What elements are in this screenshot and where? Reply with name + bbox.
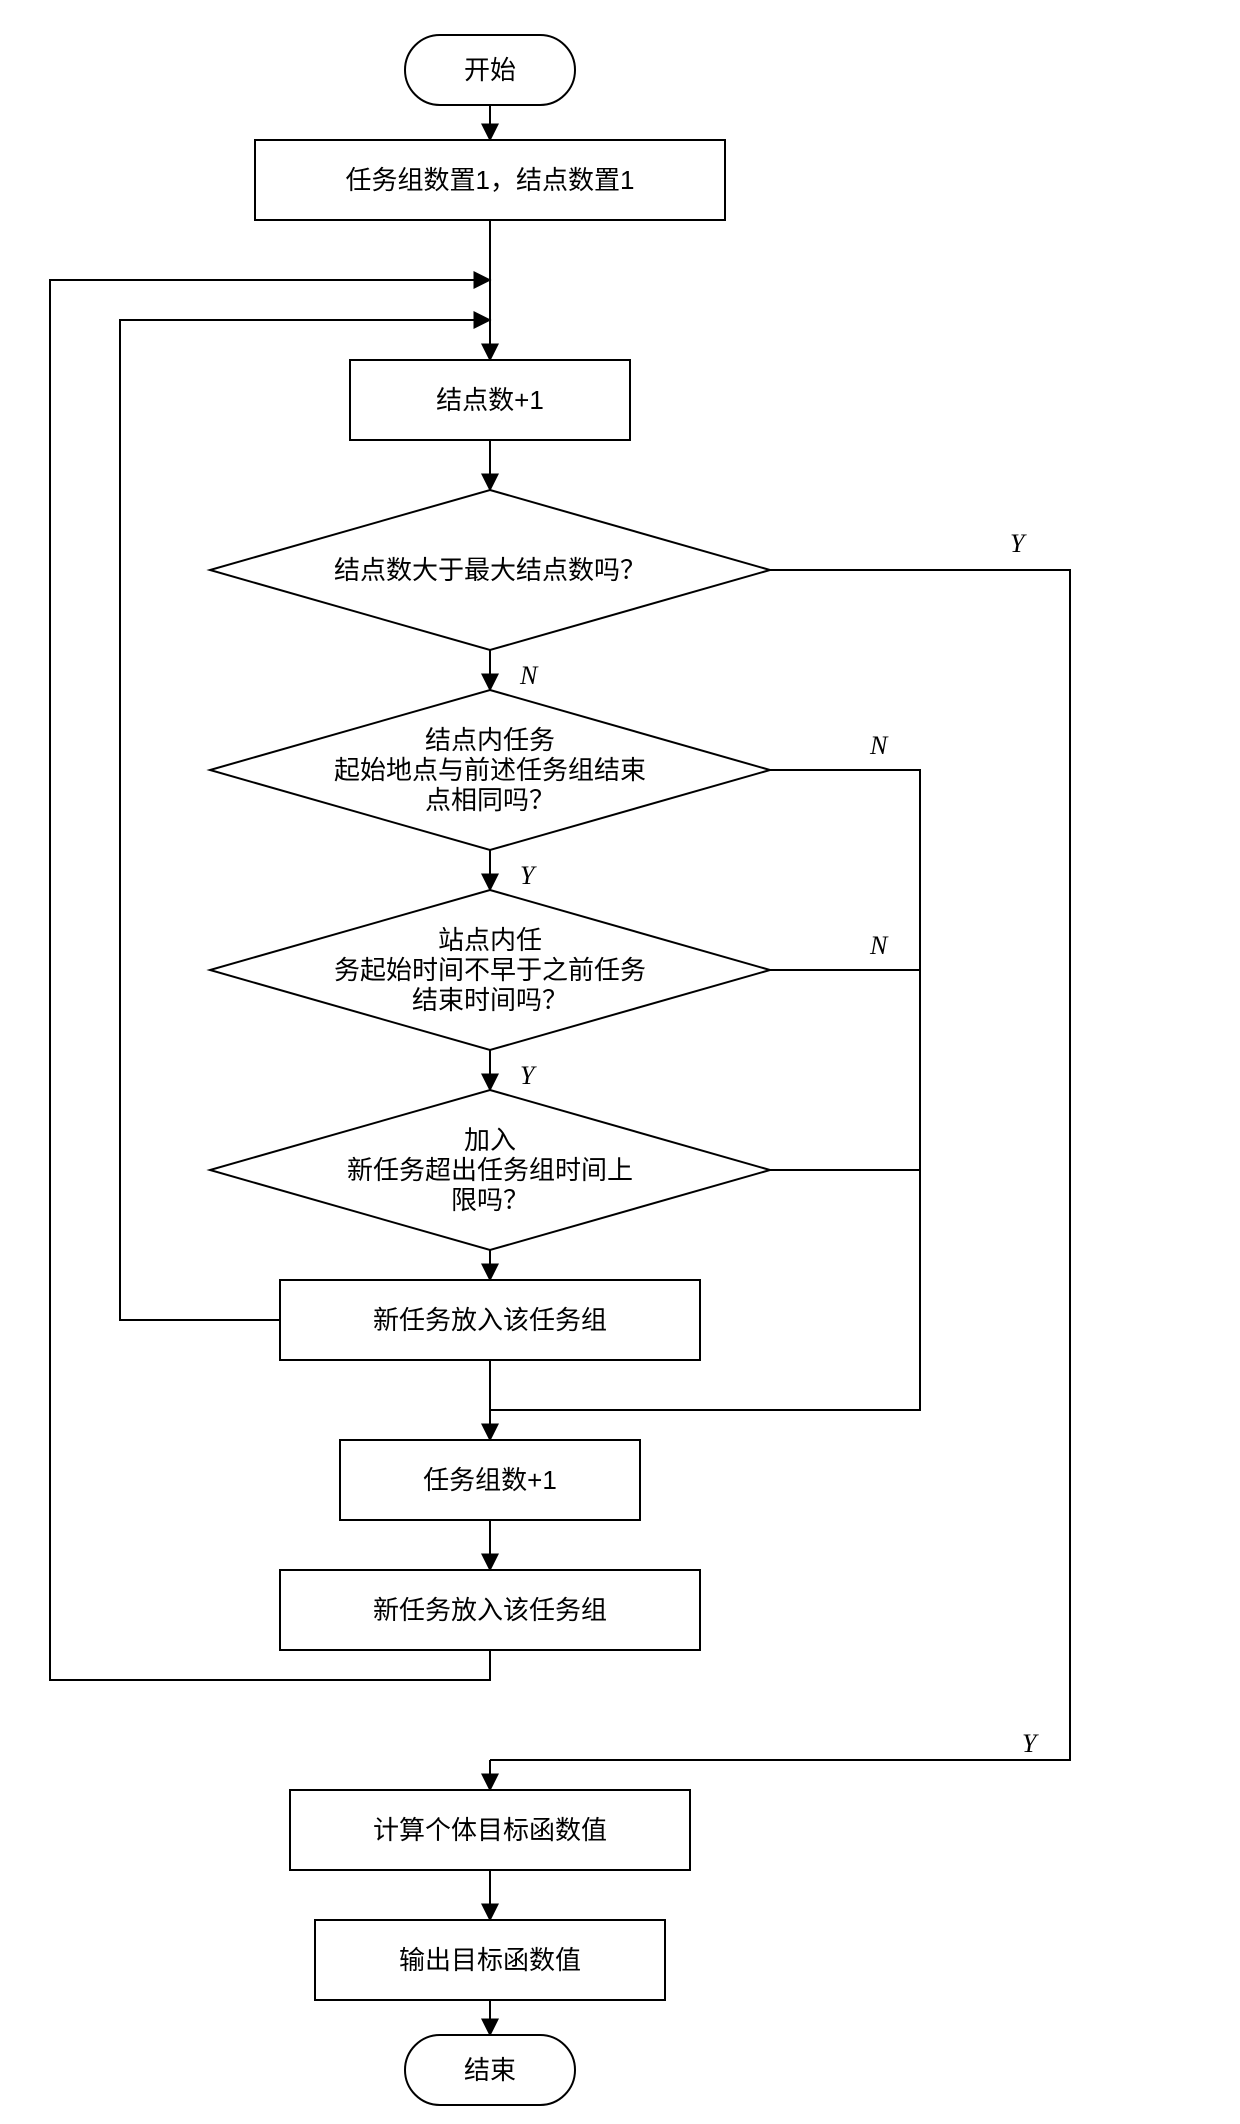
end-label: 结束 <box>464 2055 516 2085</box>
edge-label-dmax-y: Y <box>1010 529 1027 558</box>
d-time-l1: 站点内任 <box>438 925 542 955</box>
d-loc-l1: 结点内任务 <box>425 725 555 755</box>
edge-label-dloc-y: Y <box>520 861 537 890</box>
edge-label-bottom-y: Y <box>1022 1729 1039 1758</box>
calc-label: 计算个体目标函数值 <box>373 1815 607 1845</box>
d-max-label: 结点数大于最大结点数吗？ <box>334 555 646 585</box>
flowchart-canvas: N Y Y Y Y N N 开始 任务组数置1，结点数置1 结点数+1 结点数大… <box>0 0 1240 2124</box>
d-loc-l2: 起始地点与前述任务组结束 <box>334 755 646 785</box>
d-limit-l3: 限吗？ <box>451 1185 529 1215</box>
edge-label-dtime-n: N <box>869 931 889 960</box>
output-label: 输出目标函数值 <box>399 1945 581 1975</box>
start-label: 开始 <box>464 55 516 85</box>
d-limit-l1: 加入 <box>464 1125 516 1155</box>
edge-label-dloc-n: N <box>869 731 889 760</box>
d-time-l2: 务起始时间不早于之前任务 <box>334 955 646 985</box>
inc-node-label: 结点数+1 <box>436 385 544 415</box>
d-limit-l2: 新任务超出任务组时间上 <box>347 1155 633 1185</box>
d-time-l3: 结束时间吗？ <box>412 985 568 1015</box>
inc-grp-label: 任务组数+1 <box>423 1465 557 1495</box>
d-loc-l3: 点相同吗？ <box>425 785 555 815</box>
edge-label-dtime-y: Y <box>520 1061 537 1090</box>
add1-label: 新任务放入该任务组 <box>373 1305 607 1335</box>
init-label: 任务组数置1，结点数置1 <box>346 165 635 195</box>
add2-label: 新任务放入该任务组 <box>373 1595 607 1625</box>
edge-label-dmax-n: N <box>519 661 539 690</box>
